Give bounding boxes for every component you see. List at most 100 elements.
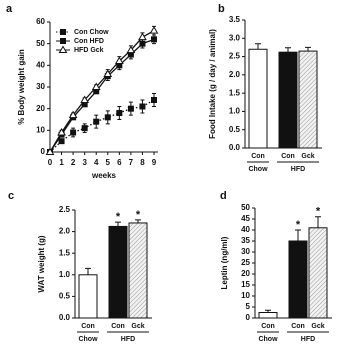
significance: * <box>116 211 121 223</box>
x-tick-label: 7 <box>129 158 134 167</box>
bar <box>108 225 128 319</box>
x-axis-label: weeks <box>91 171 117 180</box>
x-tick-label: 5 <box>106 158 111 167</box>
y-tick-label: 45 <box>241 214 250 223</box>
x-tick-label: 1 <box>59 158 64 167</box>
y-tick-label: 50 <box>36 39 45 48</box>
legend-marker <box>60 38 66 44</box>
x-tick-label: Con <box>251 153 265 160</box>
x-tick-label: Con <box>291 323 305 330</box>
y-tick-label: 3.0 <box>229 33 241 42</box>
y-tick-label: 0 <box>246 313 251 322</box>
y-tick-label: 50 <box>241 203 250 212</box>
x-tick-label: 4 <box>94 158 99 167</box>
y-tick-label: 3.5 <box>229 15 241 24</box>
y-axis-label: WAT weight (g) <box>37 235 46 293</box>
group-label: HFD <box>291 166 305 173</box>
series-line <box>49 30 155 153</box>
marker <box>91 82 101 90</box>
legend-label: HFD Gck <box>74 47 104 54</box>
marker <box>126 45 136 54</box>
y-tick-label: 1.5 <box>229 88 241 97</box>
y-tick-label: 15 <box>241 280 250 289</box>
y-axis-label: Food Intake (g / day / animal) <box>208 29 217 139</box>
series-line <box>49 99 155 153</box>
error-bar <box>265 309 271 313</box>
y-tick-label: 0.0 <box>59 313 71 322</box>
error-bar <box>135 219 141 223</box>
x-tick-label: Con <box>281 153 295 160</box>
y-tick-label: 5 <box>246 302 251 311</box>
y-tick-label: 0 <box>41 147 46 156</box>
y-tick-label: 30 <box>36 82 45 91</box>
y-tick-label: 2.0 <box>229 70 241 79</box>
marker <box>68 110 78 119</box>
significance: * <box>136 209 141 221</box>
marker <box>151 36 157 43</box>
marker <box>104 114 111 121</box>
bar <box>298 50 318 149</box>
y-axis-label: % Body weight gain <box>17 49 26 125</box>
error-bar <box>295 229 301 241</box>
y-tick-label: 2.0 <box>59 227 71 236</box>
panel-label: d <box>220 190 227 202</box>
y-tick-label: 30 <box>241 247 250 256</box>
series-line <box>49 38 155 153</box>
x-tick-label: Gck <box>301 153 314 160</box>
group-label: Chow <box>248 166 268 173</box>
error-bar <box>315 216 321 228</box>
marker <box>138 32 147 41</box>
marker <box>151 97 157 103</box>
marker <box>103 69 113 77</box>
marker <box>70 129 77 136</box>
bar <box>288 240 308 319</box>
x-tick-label: 8 <box>140 158 145 167</box>
marker <box>81 125 88 132</box>
marker <box>58 138 65 145</box>
significance: * <box>316 206 321 218</box>
x-tick-label: 6 <box>117 158 122 167</box>
y-tick-label: 25 <box>241 258 250 267</box>
marker <box>127 105 134 112</box>
x-tick-label: Gck <box>311 323 324 330</box>
significance: * <box>296 219 301 231</box>
marker <box>93 118 100 125</box>
y-tick-label: 1.5 <box>59 248 71 257</box>
bar <box>78 274 98 319</box>
marker <box>149 26 159 34</box>
y-tick-label: 20 <box>36 104 45 113</box>
marker <box>139 103 146 110</box>
x-tick-label: 3 <box>82 158 87 167</box>
marker <box>57 128 66 136</box>
y-tick-label: 40 <box>36 60 45 69</box>
y-tick-label: 35 <box>241 236 250 245</box>
y-axis-label: Leptin (ng/ml) <box>220 236 229 289</box>
x-tick-label: 2 <box>71 158 76 167</box>
bar <box>128 222 148 319</box>
group-label: HFD <box>301 336 315 343</box>
bar <box>308 227 328 319</box>
x-tick-label: 9 <box>152 158 157 167</box>
bar <box>278 51 298 149</box>
marker <box>45 147 55 155</box>
y-tick-label: 1.0 <box>229 107 241 116</box>
x-tick-label: 0 <box>48 158 53 167</box>
legend-marker <box>58 45 68 53</box>
x-tick-label: Con <box>81 323 95 330</box>
y-tick-label: 10 <box>36 125 45 134</box>
x-tick-label: Gck <box>131 323 144 330</box>
x-tick-label: Con <box>261 323 275 330</box>
group-label: Chow <box>78 336 98 343</box>
panel-label: b <box>218 3 225 15</box>
y-tick-label: 60 <box>36 17 45 26</box>
legend-marker <box>60 29 66 35</box>
x-tick-label: Con <box>111 323 125 330</box>
panel-label: c <box>8 190 14 202</box>
y-tick-label: 20 <box>241 269 250 278</box>
legend-label: Con Chow <box>74 29 109 36</box>
legend-label: Con HFD <box>74 38 104 45</box>
y-tick-label: 2.5 <box>59 205 71 214</box>
y-tick-label: 0.5 <box>59 292 71 301</box>
bar <box>258 312 278 319</box>
